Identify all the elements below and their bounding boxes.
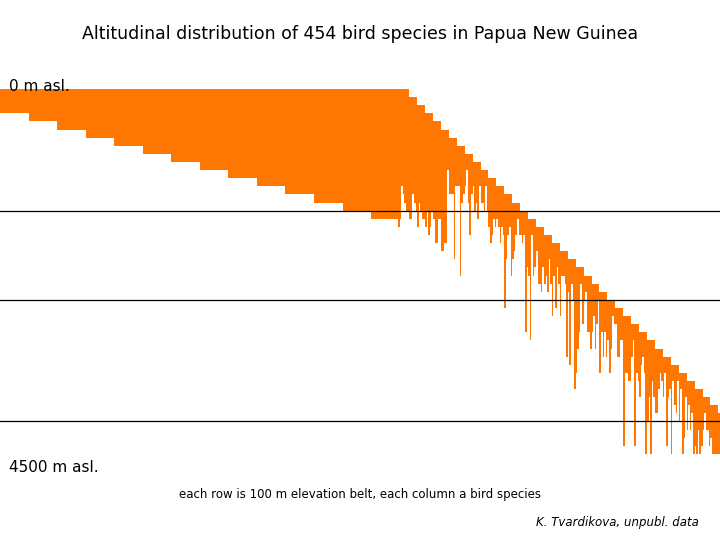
- Text: 4500 m asl.: 4500 m asl.: [9, 460, 98, 475]
- Text: each row is 100 m elevation belt, each column a bird species: each row is 100 m elevation belt, each c…: [179, 488, 541, 501]
- Text: K. Tvardikova, unpubl. data: K. Tvardikova, unpubl. data: [536, 516, 698, 529]
- Text: Altitudinal distribution of 454 bird species in Papua New Guinea: Altitudinal distribution of 454 bird spe…: [82, 25, 638, 43]
- Text: 0 m asl.: 0 m asl.: [9, 79, 69, 94]
